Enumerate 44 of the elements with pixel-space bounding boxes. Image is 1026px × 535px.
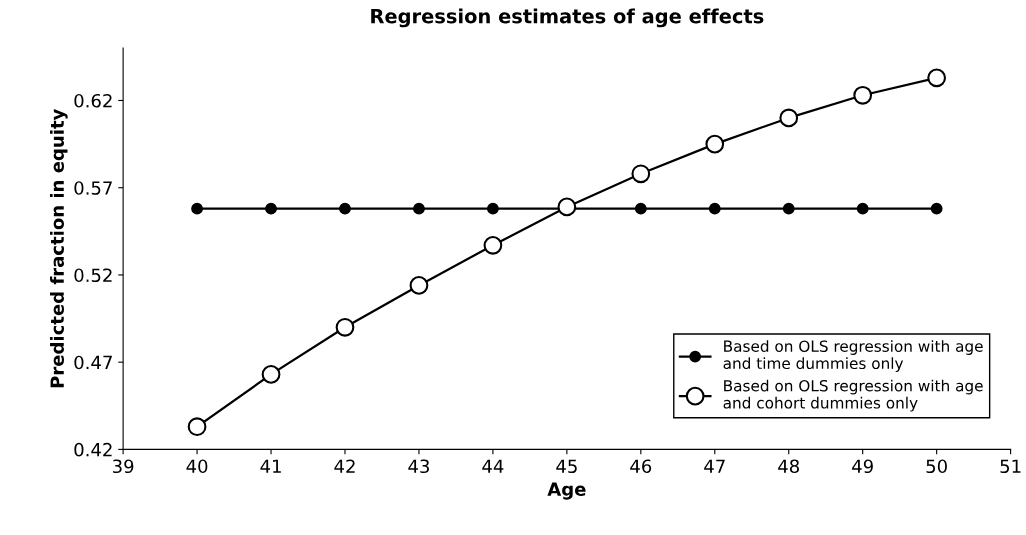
x-axis-title: Age [547, 482, 586, 500]
point [487, 202, 499, 215]
point [705, 134, 725, 154]
point [853, 85, 873, 105]
point [930, 202, 943, 215]
point [261, 365, 281, 384]
legend-label: Based on OLS regression with age and time dummies only [723, 340, 983, 373]
x-tick-label: 46 [630, 459, 652, 474]
y-tick-label: 0.52 [74, 268, 112, 283]
point [339, 202, 351, 215]
x-tick-label: 49 [852, 459, 873, 474]
x-tick-label: 50 [926, 459, 947, 474]
chart-title: Regression estimates of age effects [371, 8, 764, 28]
point [191, 202, 203, 215]
point [557, 197, 577, 217]
point [335, 317, 355, 337]
point [409, 276, 429, 295]
point [856, 202, 869, 215]
point [708, 202, 721, 215]
x-tick-label: 39 [113, 459, 134, 474]
x-tick-label: 42 [334, 459, 355, 473]
y-tick-label: 0.62 [74, 93, 112, 108]
x-tick-label: 48 [778, 459, 799, 474]
point [779, 108, 799, 128]
x-tick-label: 40 [186, 459, 208, 474]
x-tick-label: 51 [1000, 459, 1021, 474]
point [265, 202, 277, 215]
y-tick-label: 0.42 [74, 442, 112, 457]
x-tick-label: 41 [260, 459, 281, 473]
point [634, 202, 647, 215]
x-tick-label: 45 [556, 459, 577, 474]
x-tick-label: 44 [482, 459, 504, 473]
point [927, 68, 947, 88]
legend-label: Based on OLS regression with age and cohort dummies only [723, 379, 983, 412]
point [483, 235, 503, 255]
point [631, 164, 651, 184]
point [782, 202, 795, 215]
y-axis-title: Predicted fraction in equity [50, 108, 68, 388]
point [187, 417, 207, 437]
x-tick-label: 43 [408, 459, 429, 474]
point [413, 202, 425, 215]
y-tick-label: 0.57 [74, 181, 112, 195]
x-tick-label: 47 [704, 459, 725, 473]
y-tick-label: 0.47 [74, 355, 112, 370]
